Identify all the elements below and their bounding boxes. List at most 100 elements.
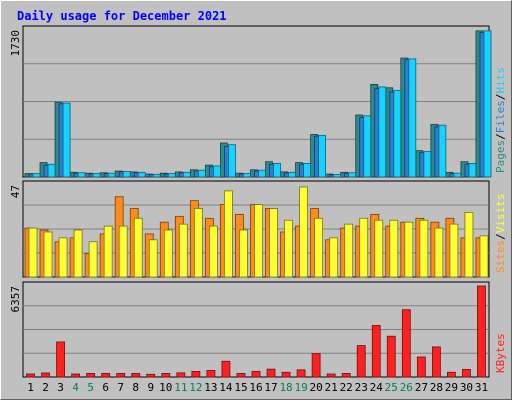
bar-hits-day-24 bbox=[378, 86, 387, 178]
bar-hits-day-21 bbox=[333, 174, 342, 178]
x-tick-label-day-3: 3 bbox=[57, 381, 64, 394]
x-tick-label-day-21: 21 bbox=[325, 381, 338, 394]
bar-kbytes-day-1 bbox=[26, 373, 35, 378]
bar-hits-day-26 bbox=[408, 58, 417, 178]
x-tick-label-day-15: 15 bbox=[234, 381, 247, 394]
bar-kbytes-day-13 bbox=[206, 370, 216, 378]
x-tick-label-day-16: 16 bbox=[249, 381, 262, 394]
bar-visits-day-17 bbox=[269, 208, 278, 278]
x-tick-label-day-17: 17 bbox=[264, 381, 277, 394]
bar-hits-day-23 bbox=[363, 115, 372, 178]
bar-kbytes-day-3 bbox=[56, 341, 65, 378]
x-tick-label-day-1: 1 bbox=[27, 381, 34, 394]
bar-kbytes-day-25 bbox=[386, 335, 396, 378]
bar-visits-day-4 bbox=[73, 229, 83, 278]
bar-visits-day-14 bbox=[224, 190, 233, 278]
x-tick-label-day-20: 20 bbox=[310, 381, 323, 394]
scale-label-visitors: 47 bbox=[9, 185, 22, 198]
bar-visits-day-15 bbox=[239, 229, 248, 278]
bar-kbytes-day-16 bbox=[251, 371, 261, 378]
x-tick-label-day-25: 25 bbox=[385, 381, 398, 394]
bar-kbytes-day-31 bbox=[477, 285, 486, 378]
bar-hits-day-22 bbox=[348, 172, 357, 178]
bar-kbytes-day-20 bbox=[311, 353, 321, 378]
bar-kbytes-day-23 bbox=[356, 345, 366, 378]
bar-visits-day-16 bbox=[254, 204, 263, 278]
bar-hits-day-11 bbox=[182, 171, 191, 178]
bar-hits-day-20 bbox=[318, 134, 327, 178]
bar-hits-day-17 bbox=[273, 163, 281, 178]
bar-kbytes-day-21 bbox=[326, 373, 336, 378]
x-tick-label-day-19: 19 bbox=[294, 381, 307, 394]
bar-kbytes-day-28 bbox=[431, 346, 441, 378]
x-tick-label-day-14: 14 bbox=[219, 381, 233, 394]
bar-kbytes-day-6 bbox=[101, 373, 111, 378]
bar-hits-day-29 bbox=[453, 172, 462, 178]
bar-hits-day-10 bbox=[167, 173, 176, 178]
bar-visits-day-23 bbox=[359, 217, 369, 278]
bar-visits-day-22 bbox=[344, 223, 354, 278]
bar-hits-day-3 bbox=[62, 102, 71, 178]
bar-hits-day-19 bbox=[303, 163, 311, 178]
bar-hits-day-30 bbox=[468, 163, 477, 178]
bar-visits-day-8 bbox=[133, 217, 143, 278]
legend-visits: Visits bbox=[494, 194, 507, 234]
bar-hits-day-14 bbox=[228, 144, 236, 178]
bar-kbytes-day-8 bbox=[131, 373, 141, 378]
bar-hits-day-25 bbox=[393, 89, 402, 178]
bar-kbytes-day-9 bbox=[146, 373, 156, 378]
bar-visits-day-21 bbox=[329, 237, 339, 278]
bar-kbytes-day-5 bbox=[86, 373, 96, 378]
bar-visits-day-1 bbox=[28, 227, 38, 278]
x-tick-label-day-2: 2 bbox=[42, 381, 49, 394]
bar-hits-day-27 bbox=[423, 151, 432, 178]
bar-visits-day-24 bbox=[374, 219, 384, 278]
legend-visitors: Sites/Visits bbox=[494, 194, 507, 274]
x-tick-label-day-23: 23 bbox=[355, 381, 368, 394]
bar-kbytes-day-19 bbox=[296, 369, 306, 378]
bar-kbytes-day-15 bbox=[236, 373, 246, 378]
x-tick-label-day-6: 6 bbox=[102, 381, 109, 394]
bar-visits-day-20 bbox=[314, 217, 324, 278]
bar-kbytes-day-24 bbox=[371, 325, 381, 378]
bar-visits-day-5 bbox=[88, 241, 98, 278]
bar-kbytes-day-11 bbox=[176, 372, 186, 378]
bar-hits-day-7 bbox=[122, 171, 131, 178]
bar-hits-day-1 bbox=[32, 173, 41, 178]
x-tick-label-day-12: 12 bbox=[189, 381, 202, 394]
legend-files: Files bbox=[494, 100, 507, 133]
bar-hits-day-18 bbox=[288, 171, 296, 178]
bar-visits-day-3 bbox=[58, 237, 68, 278]
legend-kbytes: KBytes bbox=[494, 333, 507, 373]
x-tick-label-day-18: 18 bbox=[279, 381, 292, 394]
bar-visits-day-6 bbox=[103, 225, 113, 278]
bar-kbytes-day-14 bbox=[221, 360, 231, 378]
legend-pages: Pages bbox=[494, 140, 507, 173]
bar-visits-day-29 bbox=[449, 223, 459, 278]
bar-kbytes-day-26 bbox=[401, 309, 411, 378]
x-tick-label-day-28: 28 bbox=[430, 381, 443, 394]
x-tick-label-day-4: 4 bbox=[72, 381, 79, 394]
x-tick-label-day-5: 5 bbox=[87, 381, 94, 394]
bar-hits-day-15 bbox=[243, 173, 251, 178]
bar-visits-day-26 bbox=[404, 221, 414, 278]
bar-visits-day-13 bbox=[208, 225, 218, 278]
bar-kbytes-day-10 bbox=[161, 373, 171, 378]
x-tick-label-day-13: 13 bbox=[204, 381, 217, 394]
bar-hits-day-5 bbox=[92, 173, 101, 178]
chart-title: Daily usage for December 2021 bbox=[17, 9, 227, 23]
x-tick-label-day-26: 26 bbox=[400, 381, 413, 394]
bar-kbytes-day-18 bbox=[281, 371, 291, 378]
legend-requests: Pages/Files/Hits bbox=[494, 67, 507, 173]
bar-kbytes-day-4 bbox=[71, 373, 81, 378]
x-tick-label-day-27: 27 bbox=[415, 381, 428, 394]
bar-hits-day-12 bbox=[197, 169, 206, 178]
bar-visits-day-25 bbox=[389, 219, 399, 278]
x-tick-label-day-31: 31 bbox=[475, 381, 488, 394]
bar-kbytes-day-7 bbox=[116, 373, 126, 378]
bar-visits-day-10 bbox=[163, 229, 173, 278]
bar-visits-day-30 bbox=[464, 212, 474, 278]
x-tick-label-day-24: 24 bbox=[370, 381, 384, 394]
legend-volume: KBytes bbox=[494, 333, 507, 373]
bar-visits-day-11 bbox=[178, 223, 188, 278]
